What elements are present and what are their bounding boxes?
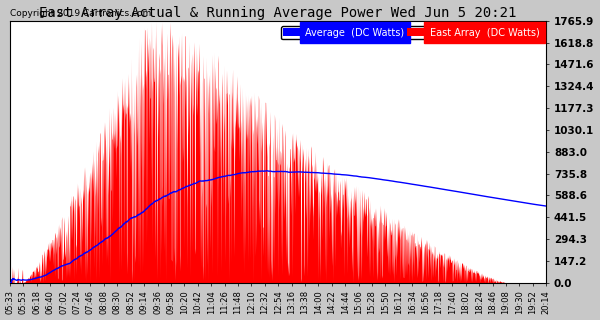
Text: Copyright 2019 Cartronics.com: Copyright 2019 Cartronics.com: [10, 9, 151, 18]
Title: East Array Actual & Running Average Power Wed Jun 5 20:21: East Array Actual & Running Average Powe…: [40, 5, 517, 20]
Legend: Average  (DC Watts), East Array  (DC Watts): Average (DC Watts), East Array (DC Watts…: [281, 26, 541, 39]
